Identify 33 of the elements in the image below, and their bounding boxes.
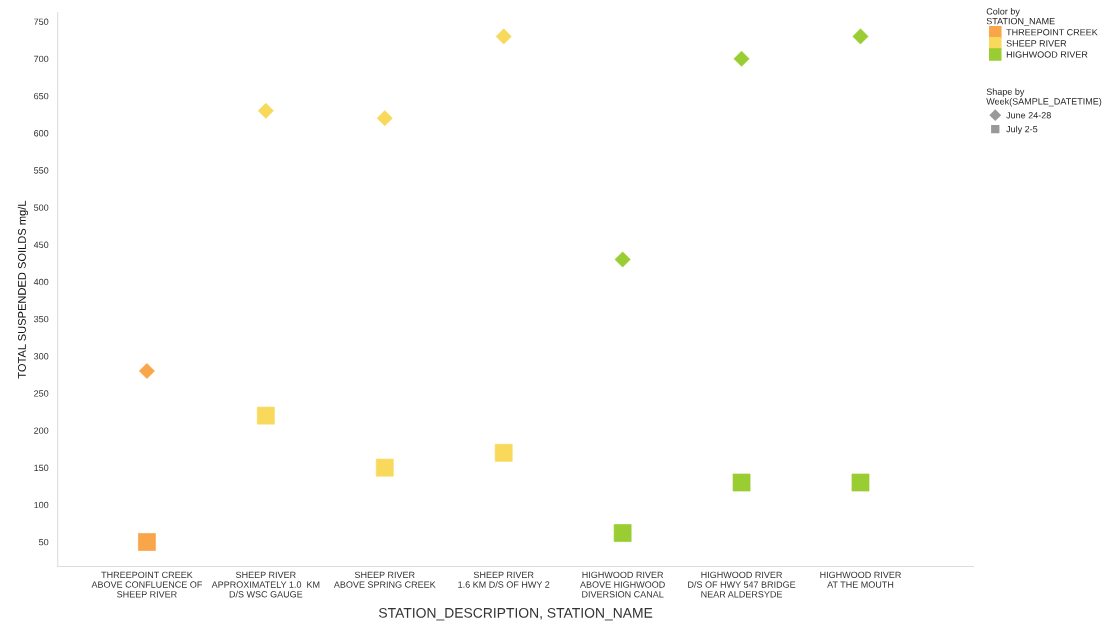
x-tick-label: THREEPOINT CREEK ABOVE CONFLUENCE OF SHEEP RIVER <box>91 571 202 598</box>
y-axis-title: TOTAL SUSPENDED SOILDS mg/L <box>17 200 29 379</box>
text: Shape by Week(SAMPLE_DATETIME) <box>986 88 1102 107</box>
y-tick-label: 450 <box>33 241 49 248</box>
text: Color by STATION_NAME <box>986 7 1055 27</box>
y-tick-label: 350 <box>33 315 49 323</box>
y-tick-label: 500 <box>33 204 49 211</box>
text: July 2-5 <box>1006 125 1038 135</box>
x-tick-label: HIGHWOOD RIVER ABOVE HIGHWOOD DIVERSION CANAL <box>580 571 665 598</box>
legend-label: HIGHWOOD RIVER <box>1006 51 1088 58</box>
y-tick-label: 750 <box>34 18 49 25</box>
point <box>138 363 155 379</box>
legend-label: THREEPOINT CREEK <box>1006 29 1098 36</box>
y-tick-label: 250 <box>34 390 49 397</box>
y-tick-label: 600 <box>34 130 49 137</box>
x-tick-label: SHEEP RIVER ABOVE SPRING CREEK <box>333 571 436 588</box>
y-tick-label: 300 <box>33 353 49 360</box>
x-tick-label: SHEEP RIVER APPROXIMATELY 1.0 KM D/S WSC GAUGE <box>211 571 320 598</box>
x-tick-label: HIGHWOOD RIVER D/S OF HWY 547 BRIDGE NEAR ALDERSYDE <box>688 571 796 598</box>
y-tick-label: 50 <box>39 538 49 546</box>
y-tick-label: 650 <box>34 92 49 100</box>
x-tick-label: SHEEP RIVER 1.6 KM D/S OF HWY 2 <box>458 571 550 588</box>
point <box>138 533 156 551</box>
y-tick-label: 550 <box>33 167 49 174</box>
y-tick-label: 200 <box>34 427 49 434</box>
y-tick-label: 100 <box>34 501 49 509</box>
y-tick-label: 150 <box>34 464 49 472</box>
legend-label: SHEEP RIVER <box>1006 40 1067 47</box>
x-tick-label: HIGHWOOD RIVER AT THE MOUTH <box>820 571 901 588</box>
text: June 24-28 <box>1006 112 1051 119</box>
x-axis-title: STATION_DESCRIPTION, STATION_NAME <box>378 607 653 621</box>
y-tick-label: 400 <box>33 278 49 286</box>
y-tick-label: 700 <box>34 55 49 63</box>
